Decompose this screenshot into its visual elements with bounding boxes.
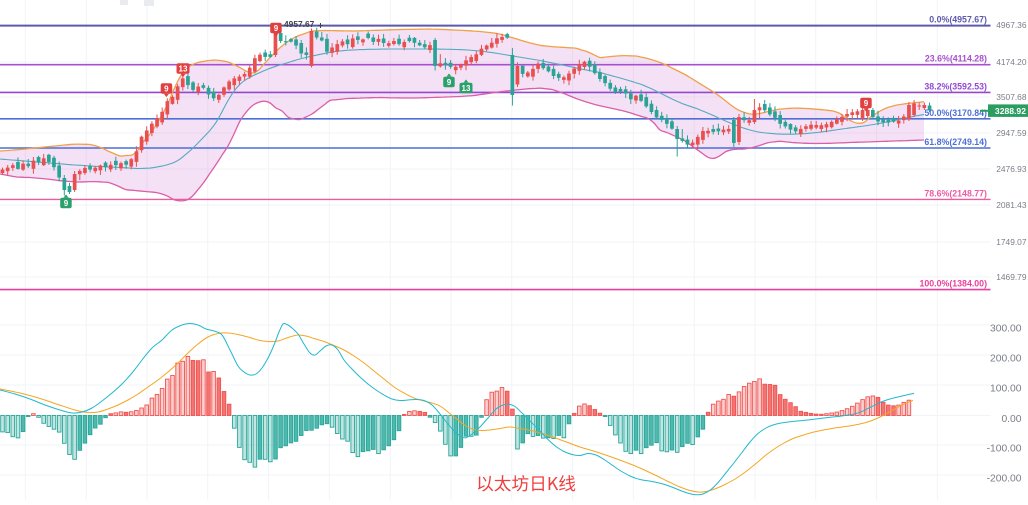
svg-text:2081.43: 2081.43 — [996, 200, 1027, 210]
svg-text:1469.79: 1469.79 — [996, 272, 1027, 282]
svg-text:9: 9 — [274, 24, 279, 33]
svg-text:61.8%(2749.14): 61.8%(2749.14) — [924, 137, 987, 147]
svg-text:4957.67: 4957.67 — [284, 19, 315, 29]
svg-text:38.2%(3592.53): 38.2%(3592.53) — [924, 81, 987, 91]
svg-text:9: 9 — [447, 78, 452, 87]
svg-text:-200.00: -200.00 — [987, 473, 1022, 484]
svg-text:3507.68: 3507.68 — [996, 92, 1027, 102]
svg-text:4967.36: 4967.36 — [996, 20, 1027, 30]
svg-text:4174.20: 4174.20 — [996, 57, 1027, 67]
svg-text:9: 9 — [64, 199, 69, 208]
svg-text:100.0%(1384.00): 100.0%(1384.00) — [920, 279, 988, 289]
svg-text:9: 9 — [864, 99, 869, 108]
svg-text:1749.07: 1749.07 — [996, 237, 1027, 247]
svg-text:23.6%(4114.28): 23.6%(4114.28) — [925, 54, 987, 64]
svg-text:200.00: 200.00 — [990, 353, 1022, 364]
svg-text:100.00: 100.00 — [990, 383, 1022, 394]
svg-text:13: 13 — [179, 65, 188, 74]
svg-text:13: 13 — [462, 84, 471, 93]
svg-text:0.00: 0.00 — [1001, 414, 1021, 425]
svg-text:9: 9 — [164, 85, 169, 94]
svg-text:3288.92: 3288.92 — [995, 106, 1026, 116]
svg-text:2947.59: 2947.59 — [996, 128, 1027, 138]
svg-text:300.00: 300.00 — [990, 323, 1022, 334]
svg-text:0.0%(4957.67): 0.0%(4957.67) — [929, 15, 987, 25]
svg-text:2476.93: 2476.93 — [996, 164, 1027, 174]
svg-text:78.6%(2148.77): 78.6%(2148.77) — [924, 188, 987, 198]
svg-text:-100.00: -100.00 — [987, 443, 1022, 454]
svg-text:50.0%(3170.84): 50.0%(3170.84) — [924, 108, 987, 118]
